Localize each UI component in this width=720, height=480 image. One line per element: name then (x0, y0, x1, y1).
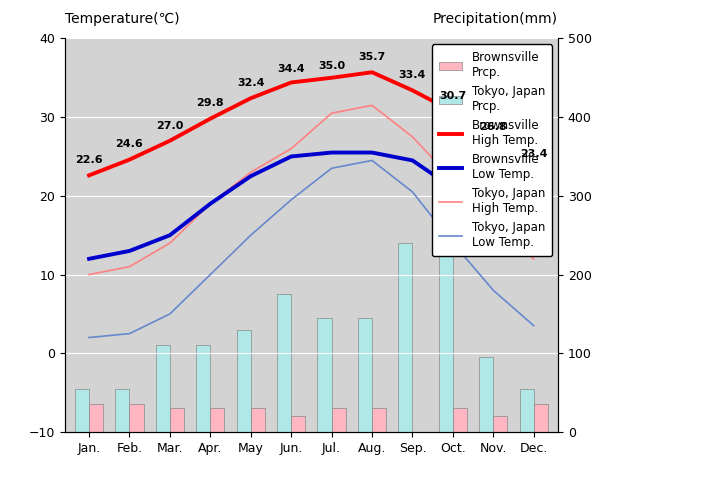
Tokyo, Japan
Low Temp. (166, 311, 174, 317)
Bar (480, 357, 493, 432)
Bar (130, 405, 143, 432)
Text: 32.4: 32.4 (237, 78, 264, 88)
Text: 27.0: 27.0 (156, 120, 184, 131)
Brownsville
Low Temp. (246, 173, 255, 179)
Tokyo, Japan
Low Temp. (529, 323, 538, 329)
Brownsville
High Temp. (85, 172, 94, 178)
Tokyo, Japan
High Temp. (166, 240, 174, 246)
Text: 26.8: 26.8 (480, 122, 507, 132)
Bar (534, 405, 548, 432)
Text: 22.6: 22.6 (76, 155, 103, 165)
Text: 29.8: 29.8 (197, 98, 224, 108)
Brownsville
High Temp. (246, 96, 255, 101)
Bar (170, 408, 184, 432)
Bar (372, 408, 386, 432)
Brownsville
Low Temp. (206, 201, 215, 206)
Tokyo, Japan
High Temp. (328, 110, 336, 116)
Brownsville
High Temp. (368, 70, 377, 75)
Bar (318, 318, 332, 432)
Tokyo, Japan
High Temp. (368, 102, 377, 108)
Tokyo, Japan
High Temp. (287, 146, 295, 152)
Bar (493, 416, 508, 432)
Bar (332, 408, 346, 432)
Brownsville
Low Temp. (408, 157, 417, 163)
Tokyo, Japan
High Temp. (449, 177, 457, 183)
Bar (291, 416, 305, 432)
Text: Temperature(℃): Temperature(℃) (65, 12, 179, 26)
Text: Precipitation(mm): Precipitation(mm) (433, 12, 558, 26)
Bar (358, 318, 372, 432)
Tokyo, Japan
Low Temp. (125, 331, 134, 336)
Brownsville
Low Temp. (125, 248, 134, 254)
Bar (520, 389, 534, 432)
Tokyo, Japan
Low Temp. (85, 335, 94, 340)
Brownsville
Low Temp. (449, 185, 457, 191)
Bar (89, 405, 103, 432)
Text: 35.0: 35.0 (318, 61, 345, 72)
Brownsville
Low Temp. (166, 232, 174, 238)
Bar (251, 408, 265, 432)
Tokyo, Japan
High Temp. (125, 264, 134, 270)
Brownsville
High Temp. (449, 109, 457, 115)
Brownsville
Low Temp. (328, 150, 336, 156)
Tokyo, Japan
Low Temp. (206, 272, 215, 277)
Bar (453, 408, 467, 432)
Bar (210, 408, 225, 432)
Line: Brownsville
High Temp.: Brownsville High Temp. (89, 72, 534, 175)
Tokyo, Japan
High Temp. (246, 169, 255, 175)
Tokyo, Japan
High Temp. (408, 134, 417, 140)
Tokyo, Japan
Low Temp. (246, 232, 255, 238)
Brownsville
High Temp. (287, 80, 295, 85)
Brownsville
High Temp. (206, 116, 215, 121)
Line: Tokyo, Japan
High Temp.: Tokyo, Japan High Temp. (89, 105, 534, 275)
Line: Brownsville
Low Temp.: Brownsville Low Temp. (89, 153, 534, 259)
Bar (398, 243, 413, 432)
Bar (115, 389, 130, 432)
Tokyo, Japan
Low Temp. (408, 189, 417, 195)
Tokyo, Japan
High Temp. (85, 272, 94, 277)
Bar (438, 247, 453, 432)
Brownsville
Low Temp. (529, 248, 538, 254)
Tokyo, Japan
Low Temp. (328, 166, 336, 171)
Tokyo, Japan
Low Temp. (449, 240, 457, 246)
Bar (75, 389, 89, 432)
Brownsville
Low Temp. (368, 150, 377, 156)
Brownsville
Low Temp. (287, 154, 295, 159)
Legend: Brownsville
Prcp., Tokyo, Japan
Prcp., Brownsville
High Temp., Brownsville
Low T: Brownsville Prcp., Tokyo, Japan Prcp., B… (431, 44, 552, 256)
Brownsville
High Temp. (166, 138, 174, 144)
Tokyo, Japan
Low Temp. (489, 288, 498, 293)
Brownsville
Low Temp. (489, 225, 498, 230)
Brownsville
High Temp. (489, 139, 498, 145)
Text: 35.7: 35.7 (359, 52, 386, 62)
Brownsville
High Temp. (408, 87, 417, 93)
Text: 34.4: 34.4 (277, 64, 305, 74)
Brownsville
High Temp. (529, 166, 538, 172)
Bar (237, 330, 251, 432)
Line: Tokyo, Japan
Low Temp.: Tokyo, Japan Low Temp. (89, 160, 534, 337)
Brownsville
Low Temp. (85, 256, 94, 262)
Text: 33.4: 33.4 (399, 70, 426, 80)
Text: 24.6: 24.6 (116, 139, 143, 149)
Tokyo, Japan
High Temp. (206, 201, 215, 206)
Text: 23.4: 23.4 (520, 149, 547, 159)
Tokyo, Japan
Low Temp. (287, 197, 295, 203)
Brownsville
High Temp. (125, 157, 134, 163)
Bar (196, 346, 210, 432)
Tokyo, Japan
High Temp. (529, 256, 538, 262)
Bar (277, 294, 291, 432)
Bar (156, 346, 170, 432)
Tokyo, Japan
Low Temp. (368, 157, 377, 163)
Brownsville
High Temp. (328, 75, 336, 81)
Text: 30.7: 30.7 (439, 91, 467, 101)
Tokyo, Japan
High Temp. (489, 225, 498, 230)
